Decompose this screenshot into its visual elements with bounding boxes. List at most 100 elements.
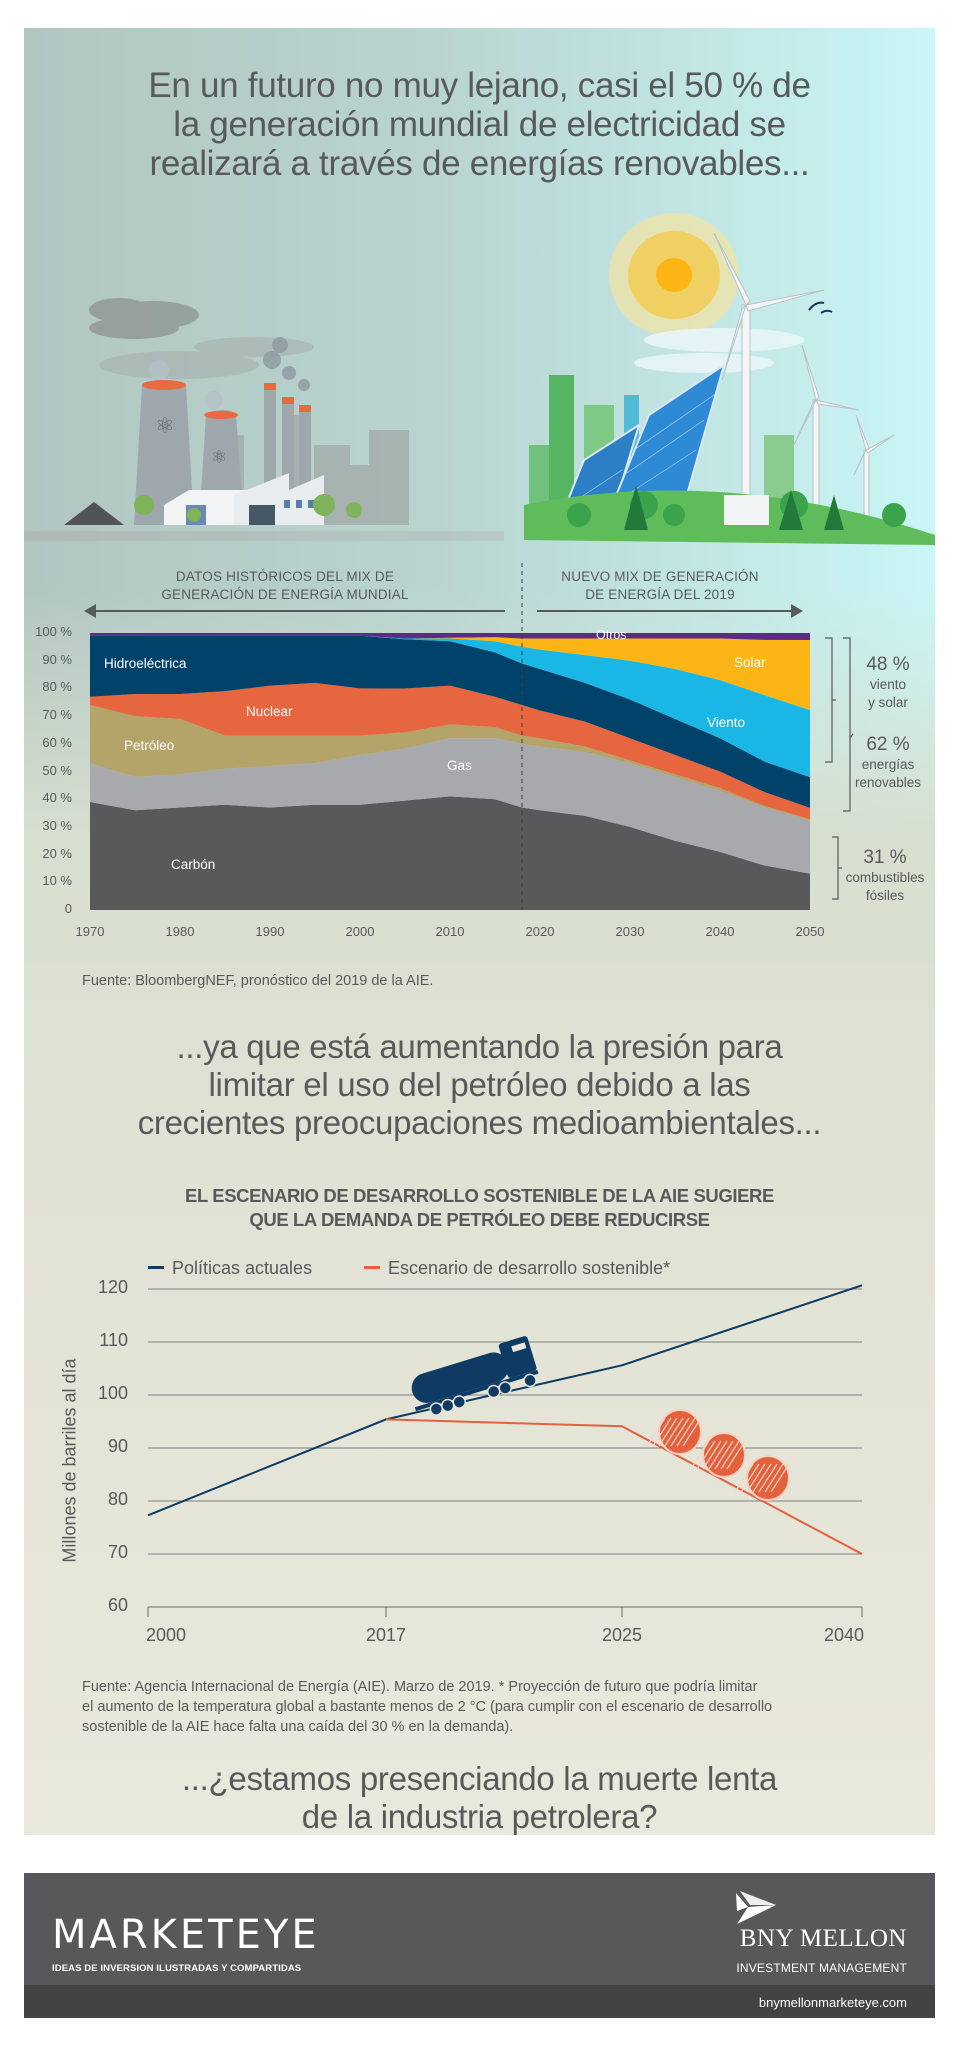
energy-mix-area-chart	[90, 563, 810, 910]
line-desarrollo-sostenible	[385, 1418, 863, 1555]
y-tick-label: 60 %	[42, 734, 72, 750]
headline-bottom: ...¿estamos presenciando la muerte lenta…	[0, 1760, 959, 1836]
smoke-icon	[149, 337, 310, 409]
label-otros: Otros	[596, 628, 627, 642]
label-gas: Gas	[447, 758, 472, 773]
headline-bottom-line: de la industria petrolera?	[301, 1798, 658, 1835]
label-petroleo: Petróleo	[124, 738, 175, 753]
legend-item-politicas: Políticas actuales	[148, 1258, 312, 1279]
oil-demand-line-chart	[147, 1284, 863, 1617]
website-link[interactable]: bnymellonmarketeye.com	[758, 1995, 907, 2010]
arrow-left-icon	[84, 604, 96, 618]
legend-swatch	[364, 1266, 380, 1270]
factory-building-icon	[64, 473, 324, 525]
label-solar: Solar	[734, 655, 766, 670]
annotation-fossil: 31 % combustibles fósiles	[830, 847, 940, 905]
tanker-truck-icon	[411, 1336, 539, 1416]
trees-right-icon	[567, 485, 906, 530]
annotation-value: 31 %	[863, 847, 907, 868]
bny-mellon-subtitle: INVESTMENT MANAGEMENT	[736, 1961, 907, 1975]
x-tick-label: 2040	[823, 1625, 865, 1645]
marketeye-logo[interactable]: MARKETEYE	[52, 1912, 320, 1958]
area-carbon	[90, 796, 810, 910]
x-tick-label: 2040	[705, 924, 735, 939]
legend-label: Escenario de desarrollo sostenible*	[388, 1258, 671, 1278]
label-carbon: Carbón	[171, 857, 216, 872]
annotation-value: 48 %	[866, 654, 910, 675]
annotation-text: fósiles	[865, 888, 905, 903]
y-tick-label: 80 %	[42, 679, 72, 695]
y-tick-label: 110	[99, 1330, 128, 1350]
x-tick-label: 2000	[345, 924, 375, 939]
headline-top: En un futuro no muy lejano, casi el 50 %…	[0, 66, 959, 183]
y-tick-label: 70	[107, 1542, 128, 1562]
label-hidroelectrica: Hidroeléctrica	[104, 656, 187, 671]
footer: MARKETEYE IDEAS DE INVERSION ILUSTRADAS …	[24, 1873, 935, 2018]
headline-bottom-line: ...¿estamos presenciando la muerte lenta	[181, 1760, 778, 1797]
x-tick-label: 2025	[601, 1625, 643, 1645]
brace-wind-solar	[825, 637, 836, 763]
y-tick-label: 100	[97, 1383, 128, 1403]
energy-illustration: ⚛ ⚛	[24, 213, 935, 545]
bny-mellon-logo-icon	[736, 1891, 776, 1924]
annotation-text: renovables	[854, 775, 922, 790]
label-line: NUEVO MIX DE GENERACIÓN	[561, 569, 759, 584]
y-tick-label: 30 %	[42, 817, 72, 833]
headline-middle: ...ya que está aumentando la presión par…	[0, 1028, 959, 1142]
svg-text:⚛: ⚛	[211, 447, 227, 467]
y-tick-label: 40 %	[42, 790, 72, 806]
area-nuclear	[90, 682, 810, 820]
historical-section-label: DATOS HISTÓRICOS DEL MIX DE GENERACIÓN D…	[150, 568, 420, 604]
trees-left-icon	[134, 494, 362, 522]
area-hidroelectrica	[90, 635, 810, 808]
annotation-text: energías	[861, 757, 915, 772]
legend-swatch	[148, 1266, 164, 1270]
x-tick-label: 2017	[365, 1625, 407, 1645]
x-tick-label: 2050	[795, 924, 825, 939]
y-tick-label: 90 %	[42, 651, 72, 667]
svg-text:⚛: ⚛	[155, 413, 175, 438]
x-tick-label: 1970	[75, 924, 105, 939]
y-tick-label: 90	[107, 1436, 128, 1456]
y-tick-label: 50 %	[42, 762, 72, 778]
annotation-value: 62 %	[866, 734, 910, 755]
section-arrows	[84, 604, 803, 618]
source-line: sostenible de la AIE hace falta una caíd…	[82, 1719, 514, 1735]
y-tick-label: 100 %	[35, 624, 72, 639]
area-petroleo	[90, 705, 810, 821]
headline-middle-line: ...ya que está aumentando la presión par…	[176, 1028, 783, 1065]
label-viento: Viento	[707, 715, 746, 730]
oil-barrel-icon	[734, 1455, 790, 1501]
annotation-text: combustibles	[845, 870, 925, 885]
oil-demand-chart-title: EL ESCENARIO DE DESARROLLO SOSTENIBLE DE…	[0, 1184, 959, 1232]
x-tick-label: 2020	[525, 924, 555, 939]
oil-barrel-icon	[690, 1432, 746, 1478]
source-line: el aumento de la temperatura global a ba…	[82, 1699, 773, 1715]
brace-renewables	[843, 637, 854, 812]
label-line: DATOS HISTÓRICOS DEL MIX DE	[175, 569, 395, 584]
chart-title-line: QUE LA DEMANDA DE PETRÓLEO DEBE REDUCIRS…	[249, 1209, 710, 1230]
x-tick-label: 1980	[165, 924, 195, 939]
legend-label: Políticas actuales	[172, 1258, 313, 1278]
chart-title-line: EL ESCENARIO DE DESARROLLO SOSTENIBLE DE…	[185, 1185, 774, 1206]
x-tick-label: 2010	[435, 924, 465, 939]
oil-barrel-icon	[646, 1409, 702, 1455]
area-otros	[90, 633, 810, 640]
marketeye-tagline: IDEAS DE INVERSION ILUSTRADAS Y COMPARTI…	[52, 1963, 302, 1974]
headline-middle-line: crecientes preocupaciones medioambiental…	[137, 1104, 822, 1141]
bny-mellon-logo[interactable]: BNY MELLON	[739, 1925, 907, 1952]
y-tick-label: 120	[97, 1277, 128, 1297]
y-tick-label: 70 %	[42, 707, 72, 723]
y-tick-label: 60	[107, 1595, 128, 1615]
legend-item-sostenible: Escenario de desarrollo sostenible*	[364, 1258, 670, 1279]
area-solar	[90, 635, 810, 710]
headline-top-line: En un futuro no muy lejano, casi el 50 %…	[148, 66, 811, 105]
forecast-section-label: NUEVO MIX DE GENERACIÓN DE ENERGÍA DEL 2…	[540, 568, 780, 604]
smog-clouds-icon	[89, 298, 199, 339]
annotation-text: viento	[869, 677, 907, 692]
label-line: DE ENERGÍA DEL 2019	[585, 587, 735, 602]
annotation-text: y solar	[868, 695, 908, 710]
x-tick-label: 2000	[145, 1625, 187, 1645]
headline-middle-line: limitar el uso del petróleo debido a las	[208, 1066, 751, 1103]
annotation-wind-solar: 48 % viento y solar	[833, 654, 943, 712]
